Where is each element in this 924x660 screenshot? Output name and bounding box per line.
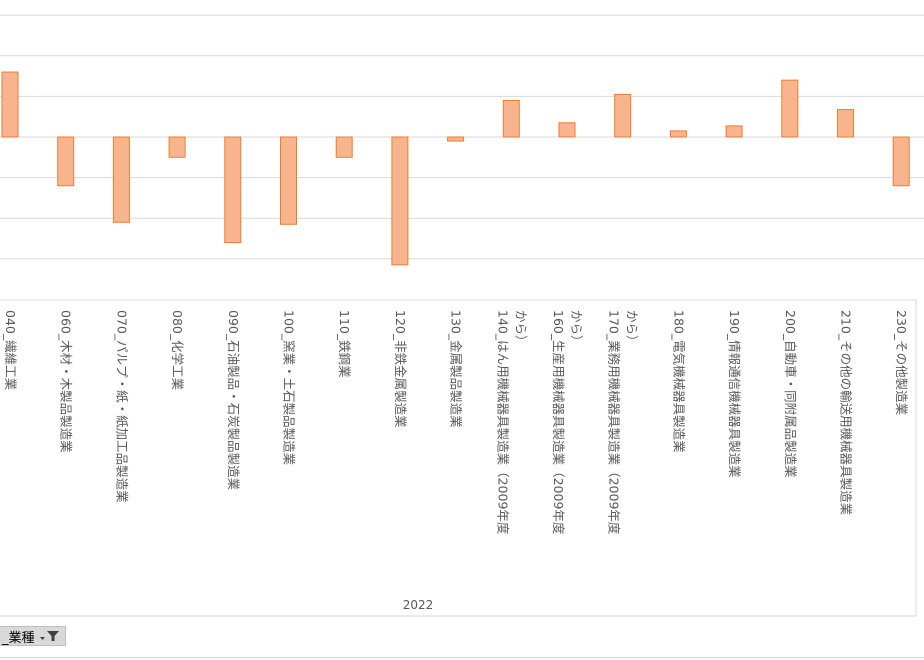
bar: [447, 136, 465, 142]
bars: [1, 71, 910, 266]
year-group-label: 2022: [403, 598, 434, 612]
industry-field-button[interactable]: _業種: [0, 626, 66, 646]
category-label: 170_業務用機械器具製造業（2009年度 から）: [607, 310, 640, 535]
category-label: 180_電気機械器具製造業: [671, 310, 686, 453]
bar: [224, 136, 242, 244]
bar: [892, 136, 910, 187]
chart-bottom-border: [0, 657, 924, 658]
category-label: 090_石油製品・石炭製品製造業: [226, 310, 241, 491]
bar: [725, 125, 743, 138]
category-label: 060_木材・木製品製造業: [59, 310, 74, 453]
category-label: 210_その他の輸送用機械器具製造業: [839, 310, 854, 516]
category-label: 120_非鉄金属製造業: [393, 310, 408, 428]
category-label: 140_はん用機械器具製造業（2009年度 から）: [495, 310, 528, 535]
category-axis-box: [0, 299, 917, 617]
bar: [837, 109, 854, 138]
field-button-label: _業種: [2, 630, 35, 646]
bar: [280, 136, 297, 225]
category-label: 070_パルプ・紙・紙加工品製造業: [114, 310, 129, 503]
category-label: 230_その他製造業: [894, 310, 909, 416]
category-label: 130_金属製品製造業: [449, 310, 464, 428]
bar: [614, 93, 632, 138]
bar: [781, 79, 799, 138]
bar: [669, 130, 687, 138]
category-label: 200_自動車・同附属品製造業: [783, 310, 798, 478]
category-label: 110_鉄鋼業: [337, 310, 352, 378]
category-label: 040_繊維工業: [3, 310, 18, 391]
category-label: 080_化学工業: [170, 310, 185, 391]
dropdown-filter-icon[interactable]: [39, 629, 61, 643]
category-label: 190_情報通信機械器具製造業: [727, 310, 742, 478]
bar: [391, 136, 409, 266]
category-labels: 040_繊維工業 060_木材・木製品製造業 070_パルプ・紙・紙加工品製造業 08…: [3, 310, 909, 535]
bar: [112, 136, 130, 223]
bar: [168, 136, 186, 158]
bar: [335, 136, 353, 158]
category-label: 160_生産用機械器具製造業（2009年度 から）: [551, 310, 584, 535]
bar: [1, 71, 19, 138]
bar: [502, 99, 520, 138]
bar: [57, 136, 75, 187]
category-label: 100_窯業・土石製品製造業: [282, 310, 297, 466]
gridlines: [0, 14, 924, 260]
bar: [558, 122, 576, 138]
